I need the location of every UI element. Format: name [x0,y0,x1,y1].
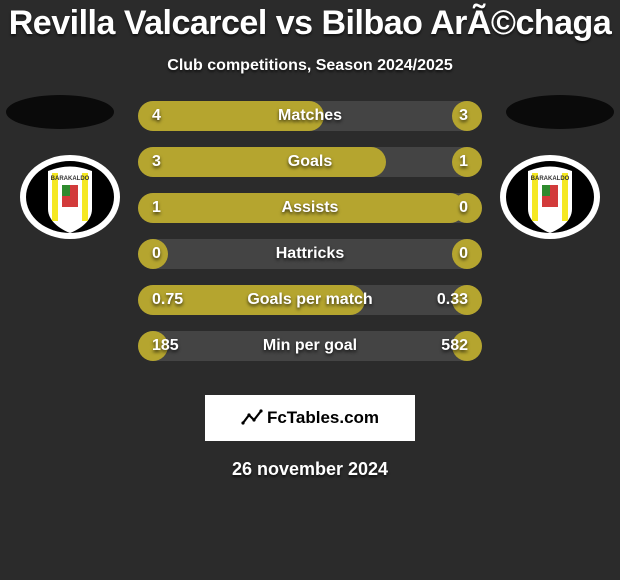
stat-row: 185582Min per goal [138,331,482,361]
stat-row: 10Assists [138,193,482,223]
attribution-badge: FcTables.com [205,395,415,441]
attribution-icon [241,407,263,429]
stat-row: 0.750.33Goals per match [138,285,482,315]
right-club-badge: BARAKALDO [500,155,600,239]
stat-row: 43Matches [138,101,482,131]
stat-rows: 43Matches 31Goals 10Assists 00Hattricks 0.75… [138,101,482,377]
subtitle: Club competitions, Season 2024/2025 [0,57,620,75]
stat-row-label: Goals [138,147,482,177]
stat-row-label: Assists [138,193,482,223]
comparison-chart: BARAKALDO BARAKALDO 43Matches 31Goals 10As… [0,101,620,391]
attribution-text: FcTables.com [267,408,379,428]
svg-text:BARAKALDO: BARAKALDO [531,176,570,182]
stat-row-label: Min per goal [138,331,482,361]
stat-row-label: Goals per match [138,285,482,315]
page-title: Revilla Valcarcel vs Bilbao ArÃ©chaga [0,4,620,43]
stat-row: 31Goals [138,147,482,177]
left-shadow-ellipse [6,95,114,129]
left-club-badge: BARAKALDO [20,155,120,239]
stat-row-label: Matches [138,101,482,131]
stat-row: 00Hattricks [138,239,482,269]
right-shadow-ellipse [506,95,614,129]
stat-row-label: Hattricks [138,239,482,269]
svg-text:BARAKALDO: BARAKALDO [51,176,90,182]
date-text: 26 november 2024 [0,459,620,480]
